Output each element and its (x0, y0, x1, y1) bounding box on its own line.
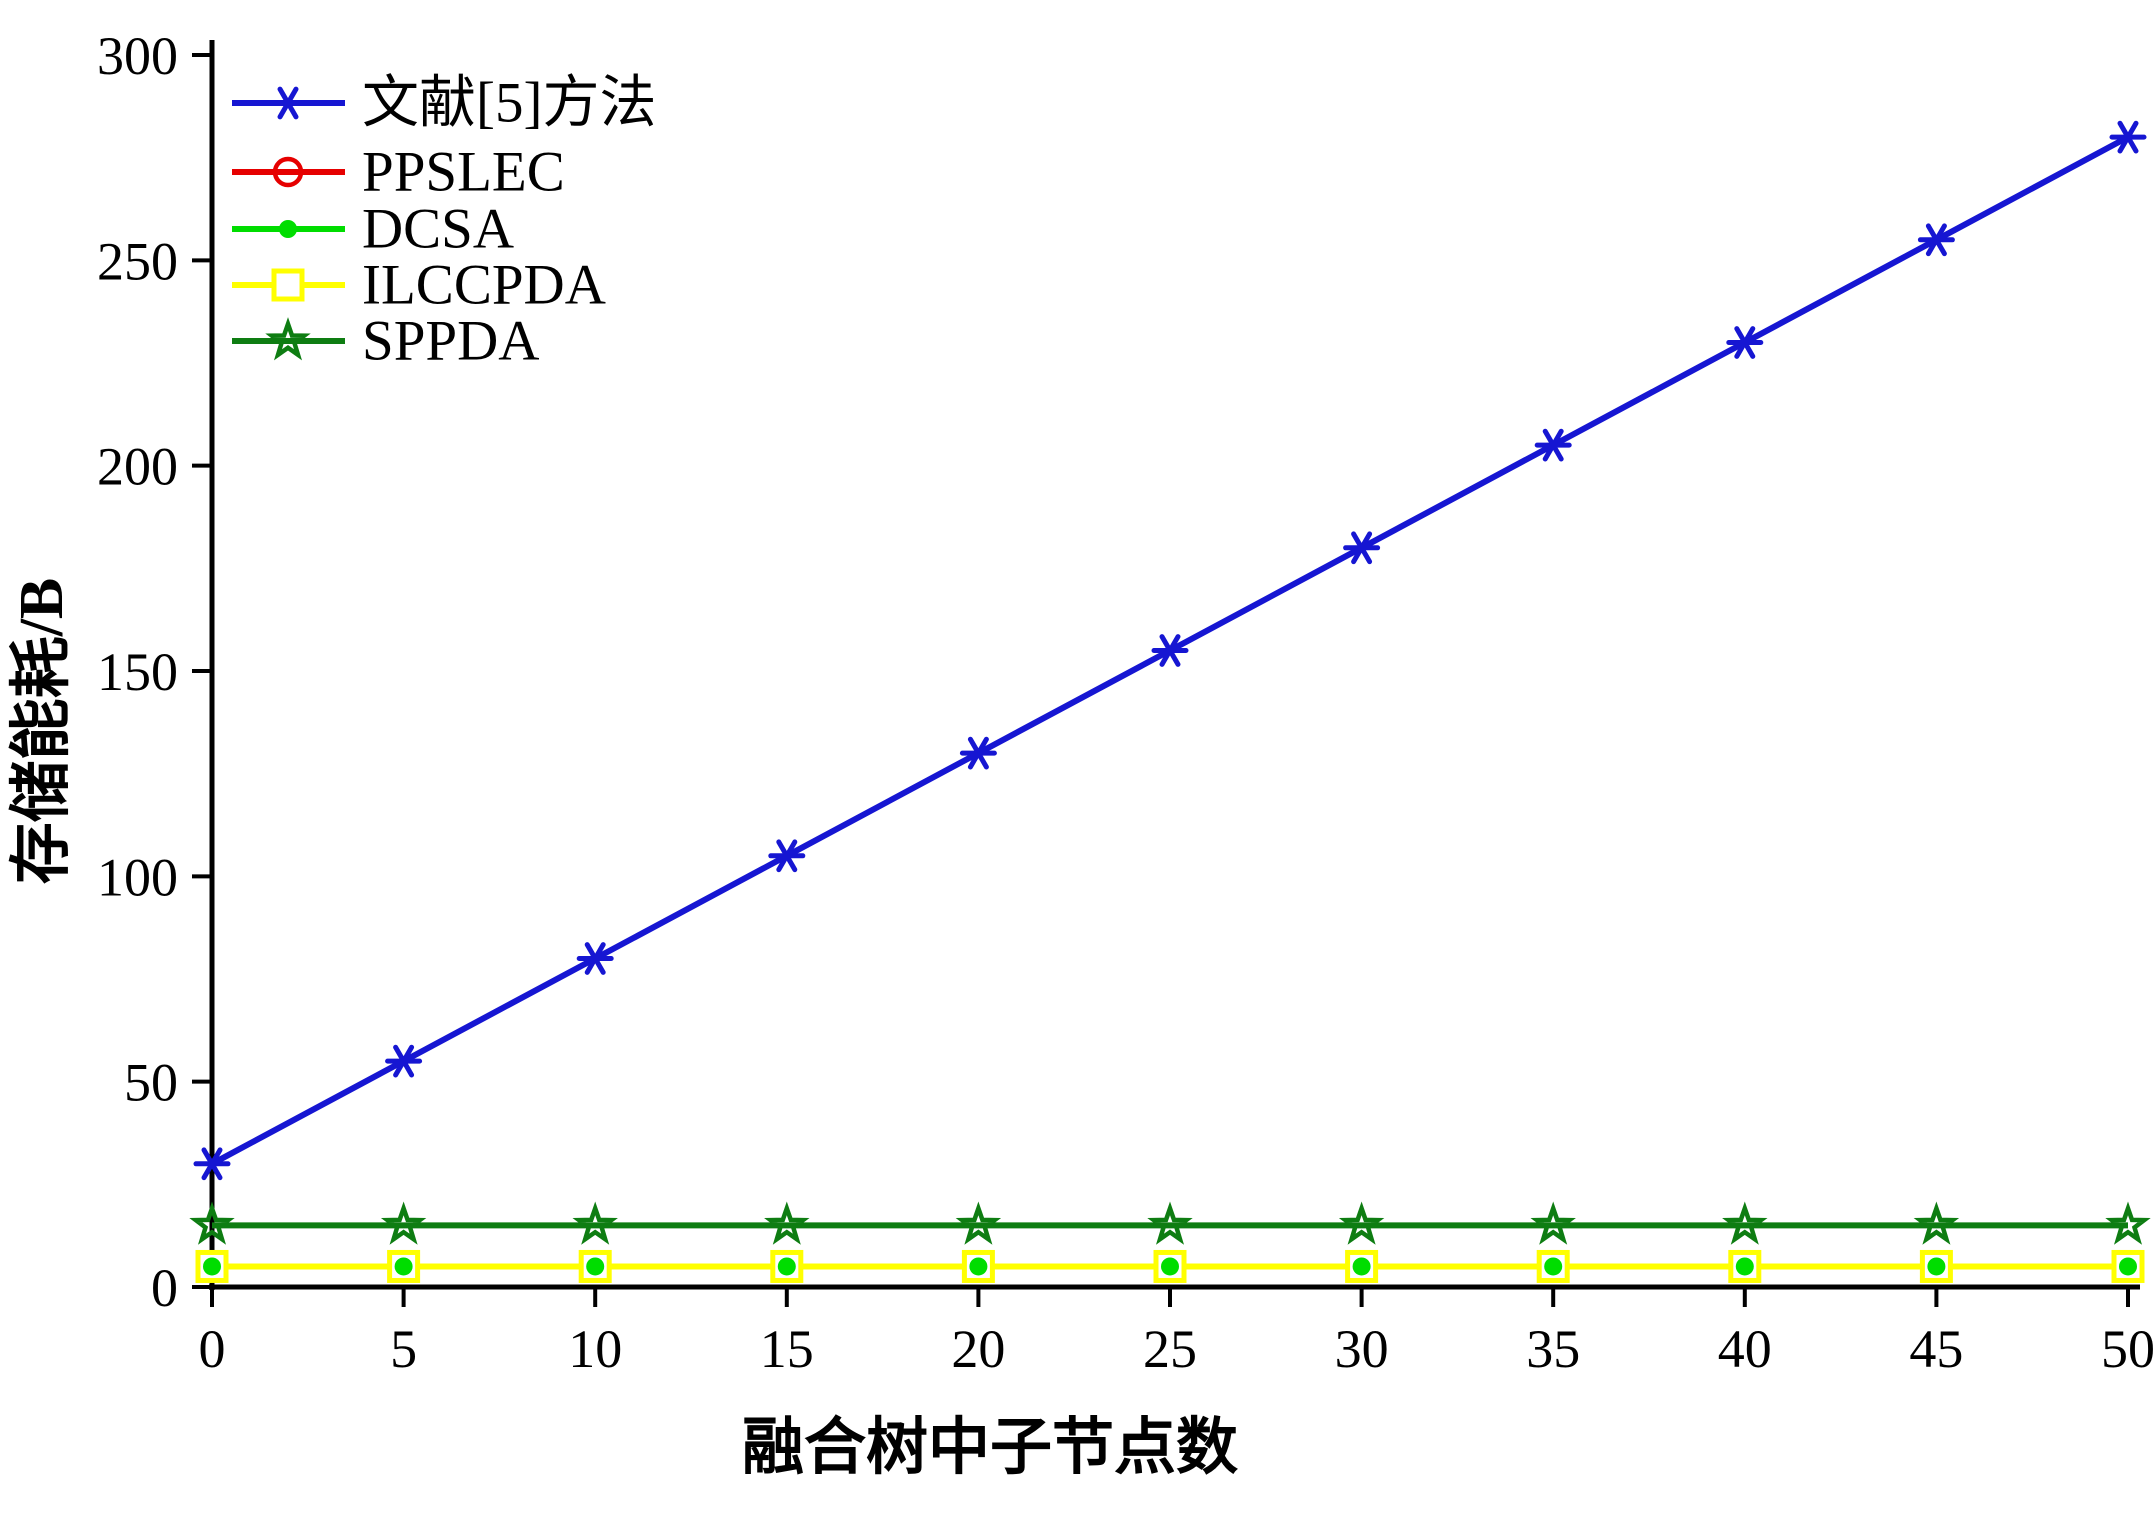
series-markers-2 (203, 1257, 2137, 1276)
asterisk-marker (193, 1147, 231, 1181)
star-marker (1147, 1201, 1193, 1245)
open-square-marker (2111, 1249, 2145, 1283)
y-tick-label: 100 (97, 847, 178, 907)
open-square-marker (1345, 1249, 1379, 1283)
legend-label: DCSA (362, 198, 514, 261)
asterisk-marker (1534, 428, 1572, 462)
x-tick-label: 10 (568, 1319, 622, 1379)
filled-circle-marker (777, 1257, 796, 1276)
open-square-marker (578, 1249, 612, 1283)
legend-label: PPSLEC (362, 141, 565, 204)
x-tick-label: 50 (2101, 1319, 2155, 1379)
x-tick-label: 35 (1526, 1319, 1580, 1379)
legend-label: SPPDA (362, 310, 539, 373)
x-tick-label: 20 (951, 1319, 1005, 1379)
filled-circle-marker (394, 1257, 413, 1276)
x-tick-label: 40 (1718, 1319, 1772, 1379)
star-marker (572, 1201, 618, 1245)
star-marker (380, 1201, 427, 1245)
y-tick-label: 150 (97, 642, 178, 702)
x-tick-label: 5 (390, 1319, 417, 1379)
star-marker (764, 1201, 810, 1245)
filled-circle-marker (1352, 1257, 1371, 1276)
legend-item-0: 文献[5]方法 (232, 72, 656, 135)
star-marker (189, 1201, 235, 1245)
legend-item-1: PPSLEC (232, 141, 565, 204)
filled-circle-marker (1927, 1257, 1946, 1276)
filled-circle-marker (586, 1257, 605, 1276)
asterisk-marker (959, 736, 997, 770)
x-tick-label: 45 (1909, 1319, 1963, 1379)
y-tick-label: 300 (97, 26, 178, 86)
asterisk-marker (269, 86, 307, 120)
filled-circle-marker (1735, 1257, 1754, 1276)
filled-circle-marker (203, 1257, 221, 1276)
x-tick-label: 25 (1143, 1319, 1197, 1379)
asterisk-marker (576, 942, 614, 975)
asterisk-marker (1917, 223, 1955, 257)
asterisk-marker (1343, 531, 1381, 565)
open-square-marker (1919, 1249, 1953, 1283)
filled-circle-marker (2119, 1257, 2137, 1276)
legend-label: 文献[5]方法 (362, 72, 656, 135)
x-tick-label: 30 (1335, 1319, 1389, 1379)
y-tick-label: 200 (97, 437, 178, 497)
star-marker (1530, 1201, 1576, 1245)
y-axis-title: 存储能耗/B (7, 578, 76, 885)
filled-circle-marker (1544, 1257, 1563, 1276)
star-marker (1913, 1201, 1960, 1245)
open-square-marker (387, 1249, 421, 1283)
series-markers-0 (193, 120, 2147, 1181)
legend-item-2: DCSA (232, 198, 514, 261)
legend-item-3: ILCCPDA (232, 254, 606, 317)
star-marker (2105, 1201, 2151, 1245)
open-square-marker (1728, 1249, 1762, 1283)
y-tick-label: 50 (124, 1053, 178, 1113)
asterisk-marker (2109, 120, 2147, 154)
legend-label: ILCCPDA (362, 254, 606, 317)
filled-circle-marker (279, 220, 297, 238)
asterisk-marker (385, 1044, 423, 1078)
star-marker (1338, 1201, 1385, 1245)
star-marker (955, 1201, 1002, 1245)
x-tick-label: 15 (760, 1319, 814, 1379)
y-tick-label: 250 (97, 231, 178, 291)
asterisk-marker (1151, 634, 1189, 667)
asterisk-marker (768, 839, 806, 873)
open-circle-marker (272, 156, 304, 188)
filled-circle-marker (969, 1257, 988, 1276)
asterisk-marker (1726, 326, 1764, 359)
series-markers-4 (189, 1201, 2151, 1245)
x-tick-label: 0 (199, 1319, 226, 1379)
series-markers-3 (195, 1249, 2145, 1283)
legend-item-4: SPPDA (232, 310, 539, 373)
y-tick-label: 0 (151, 1258, 178, 1318)
open-square-marker (271, 268, 305, 302)
x-axis-title: 融合树中子节点数 (742, 1413, 1238, 1482)
star-marker (1722, 1201, 1768, 1245)
open-square-marker (1153, 1249, 1187, 1283)
filled-circle-marker (1161, 1257, 1179, 1276)
open-square-marker (961, 1249, 995, 1283)
star-marker (265, 317, 311, 361)
